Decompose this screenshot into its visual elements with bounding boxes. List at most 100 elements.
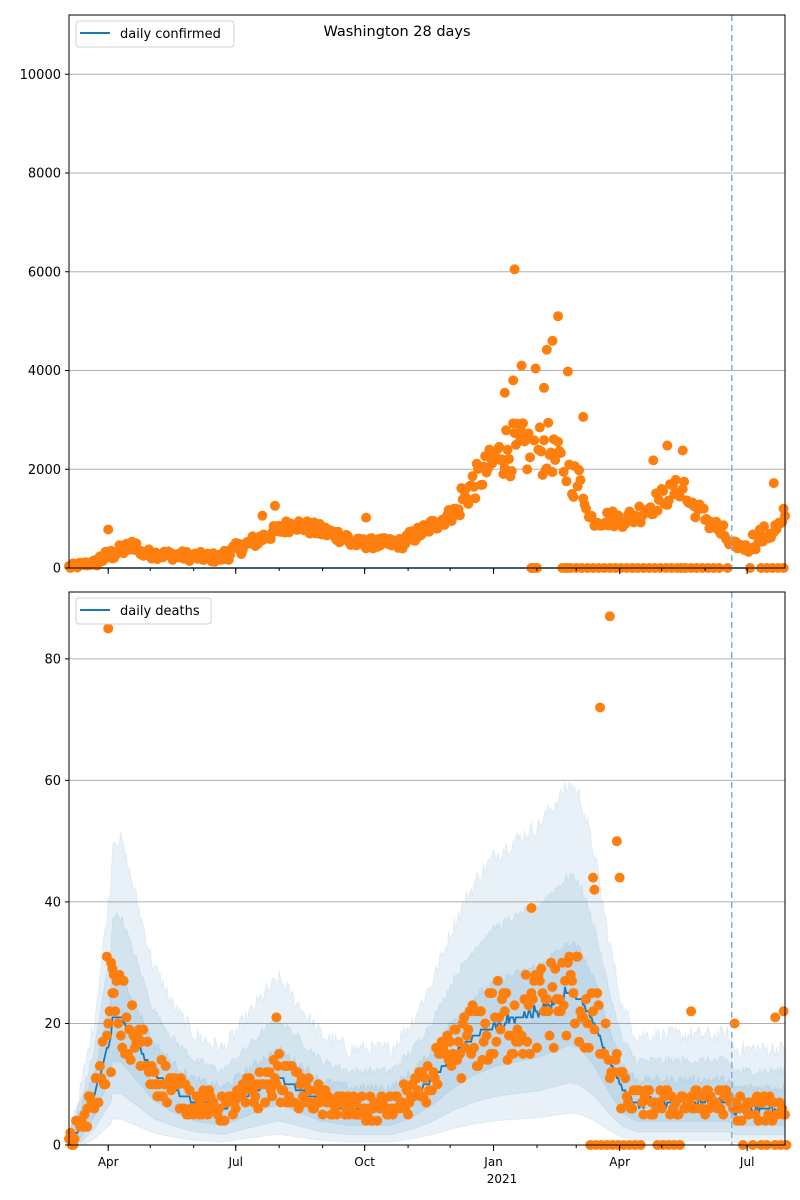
deaths-point bbox=[149, 1067, 160, 1078]
deaths-point bbox=[419, 1073, 430, 1084]
deaths-yticks: 0 20 40 60 80 bbox=[44, 652, 69, 1154]
confirmed-point bbox=[562, 366, 573, 377]
deaths-point bbox=[526, 903, 537, 913]
confirmed-point bbox=[538, 382, 549, 393]
deaths-point bbox=[445, 1036, 456, 1047]
deaths-point bbox=[108, 969, 119, 980]
deaths-point bbox=[544, 1030, 555, 1041]
deaths-point bbox=[568, 988, 579, 999]
confirmed-point bbox=[662, 440, 673, 451]
deaths-point bbox=[463, 1024, 474, 1035]
confirmed-point bbox=[524, 452, 535, 463]
xtick-label: Jan bbox=[483, 1155, 503, 1169]
deaths-point bbox=[110, 1006, 121, 1017]
deaths-point bbox=[589, 1024, 600, 1035]
deaths-point bbox=[432, 1079, 443, 1090]
confirmed-point bbox=[679, 476, 690, 487]
deaths-point bbox=[558, 1000, 569, 1011]
confirmed-point bbox=[494, 441, 505, 452]
chart-title: Washington 28 days bbox=[323, 24, 470, 40]
deaths-legend: daily deaths bbox=[75, 597, 212, 625]
deaths-point bbox=[202, 1109, 213, 1120]
ytick-label: 2000 bbox=[28, 463, 61, 478]
deaths-point bbox=[475, 1006, 486, 1017]
confirmed-point bbox=[568, 491, 579, 502]
confirmed-point bbox=[652, 505, 663, 516]
deaths-point bbox=[603, 1054, 614, 1065]
deaths-point bbox=[524, 1048, 535, 1059]
deaths-point bbox=[125, 1054, 136, 1065]
deaths-point bbox=[450, 1024, 461, 1035]
confirmed-point bbox=[547, 467, 558, 478]
confirmed-point bbox=[463, 498, 474, 509]
deaths-point bbox=[488, 1048, 499, 1059]
xtick-label: Jul bbox=[739, 1155, 754, 1169]
confirmed-point bbox=[477, 479, 488, 490]
deaths-point bbox=[491, 1036, 502, 1047]
confirmed-point bbox=[620, 518, 631, 529]
deaths-point bbox=[588, 872, 599, 883]
confirmed-point bbox=[541, 344, 552, 355]
deaths-point bbox=[736, 1115, 747, 1126]
deaths-xticks bbox=[107, 1145, 748, 1151]
deaths-point bbox=[561, 1030, 572, 1041]
deaths-point bbox=[230, 1103, 241, 1114]
legend-label: daily confirmed bbox=[120, 27, 221, 42]
deaths-point bbox=[480, 1018, 491, 1029]
deaths-point bbox=[244, 1073, 255, 1084]
confirmed-point bbox=[509, 264, 520, 275]
deaths-points bbox=[64, 611, 792, 1150]
deaths-point bbox=[103, 623, 114, 634]
deaths-point bbox=[499, 1006, 510, 1017]
deaths-point bbox=[547, 982, 558, 992]
deaths-point bbox=[718, 1109, 729, 1120]
deaths-point bbox=[543, 1006, 554, 1017]
confirmed-point bbox=[454, 510, 465, 521]
deaths-point bbox=[101, 1030, 112, 1041]
confirmed-point bbox=[555, 447, 566, 458]
confirmed-point bbox=[517, 418, 528, 429]
deaths-point bbox=[501, 988, 512, 999]
deaths-point bbox=[250, 1091, 261, 1102]
deaths-point bbox=[93, 1097, 104, 1108]
deaths-point bbox=[534, 975, 545, 986]
confirmed-point bbox=[768, 478, 779, 489]
confirmed-point bbox=[538, 435, 549, 446]
deaths-point bbox=[142, 1036, 153, 1047]
confirmed-points bbox=[64, 264, 790, 573]
deaths-point bbox=[522, 1036, 533, 1047]
deaths-point bbox=[303, 1073, 314, 1084]
deaths-point bbox=[274, 1048, 285, 1059]
deaths-point bbox=[108, 988, 119, 999]
ytick-label: 6000 bbox=[28, 265, 61, 280]
x-tick-labels: Apr Jul Oct Jan Apr Jul bbox=[98, 1155, 755, 1169]
deaths-point bbox=[611, 1048, 622, 1059]
confirmed-point bbox=[718, 520, 729, 531]
deaths-point bbox=[593, 1000, 604, 1011]
confirmed-point bbox=[510, 439, 521, 450]
confirmed-point bbox=[516, 360, 527, 371]
deaths-point bbox=[753, 1115, 764, 1126]
deaths-point bbox=[548, 1042, 559, 1053]
confirmed-point bbox=[677, 445, 688, 456]
confirmed-point bbox=[361, 512, 372, 523]
deaths-point bbox=[616, 1103, 627, 1114]
deaths-point bbox=[213, 1103, 224, 1114]
deaths-point bbox=[509, 1000, 520, 1011]
deaths-point bbox=[254, 1067, 265, 1078]
deaths-point bbox=[331, 1109, 342, 1120]
confirmed-point bbox=[778, 503, 789, 514]
confirmed-point bbox=[758, 521, 769, 532]
deaths-point bbox=[106, 1067, 117, 1078]
confirmed-point bbox=[530, 363, 541, 374]
deaths-point bbox=[82, 1121, 93, 1132]
confirmed-xticks bbox=[107, 568, 748, 574]
deaths-point bbox=[527, 994, 538, 1005]
confirmed-point bbox=[508, 375, 519, 386]
deaths-point bbox=[103, 1018, 114, 1029]
ytick-label: 20 bbox=[44, 1017, 61, 1032]
deaths-point bbox=[592, 988, 603, 999]
deaths-point bbox=[517, 1048, 528, 1059]
ytick-label: 8000 bbox=[28, 167, 61, 182]
